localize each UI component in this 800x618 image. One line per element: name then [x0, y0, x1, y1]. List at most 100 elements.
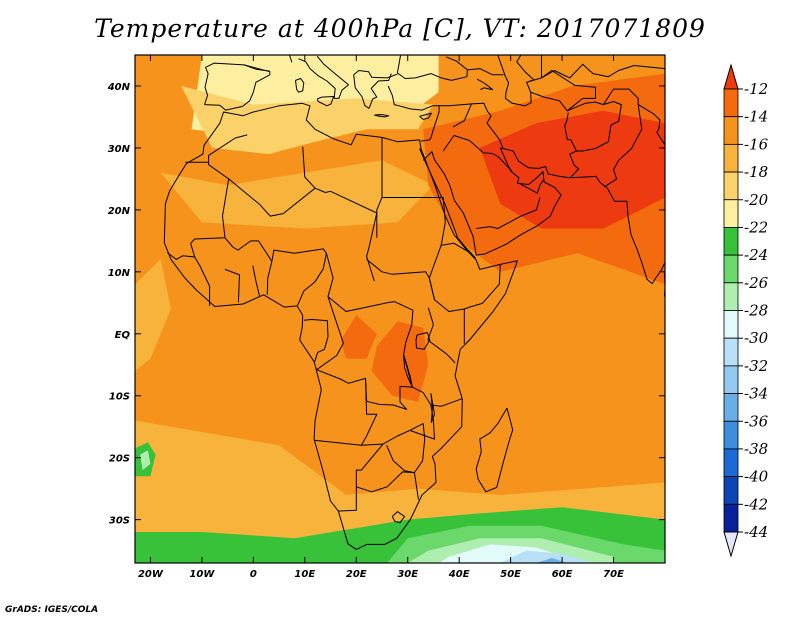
colorbar-box	[723, 227, 739, 256]
turkey-coastline	[387, 85, 440, 112]
colorbar-box	[723, 171, 739, 201]
border-balkans	[353, 70, 398, 79]
border-drc-east	[316, 310, 414, 410]
border-georgia-armenia	[476, 78, 494, 91]
border-turkmenistan	[526, 70, 596, 112]
red-sea-africa-shore	[419, 148, 476, 259]
colorbar-label: -42	[744, 495, 768, 513]
border-cameroon-car	[325, 253, 337, 321]
colorbar-box	[723, 282, 739, 311]
crete-coastline	[374, 114, 390, 118]
map-frame	[134, 54, 666, 564]
colorbar-label: -12	[744, 80, 768, 98]
caspian-coastline	[497, 55, 535, 107]
colorbar-label: -28	[744, 302, 768, 320]
lake-malawi-shore	[430, 393, 435, 423]
border-iraq-region	[452, 102, 504, 149]
colorbar-label: -18	[744, 163, 768, 181]
colorbar-label: -20	[744, 191, 769, 209]
colorbar-box	[723, 116, 739, 145]
colorbar-upper-triangle	[723, 63, 739, 90]
border-iran-afghanistan	[564, 112, 580, 179]
black-sea-coastline	[396, 55, 468, 81]
lon-tick-label: 20W	[138, 569, 164, 580]
lon-tick-label: 40E	[448, 569, 470, 580]
border-mauritania-mali	[190, 164, 230, 244]
border-south-africa	[356, 471, 419, 500]
sardinia-coastline	[295, 78, 305, 93]
border-syria-turkey	[439, 103, 472, 107]
colorbar-label: -16	[744, 135, 769, 153]
colorbar-label: -30	[744, 329, 769, 347]
border-niger-nigeria	[271, 248, 327, 262]
colorbar-label: -32	[744, 357, 768, 375]
colorbar-label: -24	[744, 246, 768, 264]
border-ethiopia	[428, 197, 501, 312]
field-region-south-atlantic-pale	[140, 450, 151, 471]
colorbar-box	[723, 254, 739, 284]
colorbar-label: -44	[744, 523, 768, 541]
lat-tick-label: 10S	[109, 392, 130, 403]
colorbar-label: -36	[744, 412, 769, 430]
border-pakistan-india	[604, 104, 643, 188]
border-car-south	[327, 296, 414, 312]
iran-coastline	[500, 147, 665, 285]
iberia-coastline	[204, 62, 271, 111]
border-caucasus	[467, 68, 504, 76]
lon-tick-label: 50E	[500, 569, 521, 580]
border-zambia-zimbabwe	[382, 423, 426, 474]
colorbar-box	[723, 420, 739, 450]
greece-coastline	[353, 73, 392, 109]
lat-tick-label: 20S	[109, 454, 130, 465]
lat-tick-label: 20N	[108, 206, 131, 217]
colorbar-lower-triangle	[723, 531, 739, 558]
levant-coastline	[421, 111, 440, 142]
lon-tick-label: 30E	[397, 569, 418, 580]
map-title: Temperature at 400hPa [C], VT: 201707180…	[94, 14, 706, 43]
field-region-lakes-hot	[371, 321, 429, 402]
political-boundaries-layer	[163, 55, 665, 550]
colorbar-label: -34	[744, 385, 768, 403]
field-region-southern-deepblue	[536, 558, 568, 563]
colorbar-box	[723, 199, 739, 228]
latitude-axis: 40N 30N 20N 10N EQ 10S 20S 30S	[107, 82, 665, 527]
colorbar-box	[723, 88, 739, 118]
border-chad-east	[330, 190, 378, 282]
border-india-china	[637, 104, 665, 146]
field-region-asia-very-hot	[479, 110, 665, 229]
lon-tick-label: 60E	[552, 569, 573, 580]
border-benin-nigeria	[266, 261, 273, 295]
lat-tick-label: 10N	[108, 268, 131, 279]
colorbar-box	[723, 476, 739, 505]
colorbar-label: -38	[744, 440, 768, 458]
colorbar-box	[723, 337, 739, 367]
sicily-coastline	[316, 96, 335, 107]
field-region-congo-hot	[340, 315, 377, 359]
border-uganda-kenya-tanzania	[427, 307, 456, 364]
border-namibia-botswana	[338, 443, 384, 512]
field-region-west-atlantic-cool	[135, 259, 171, 371]
border-angola-zambia-namibia	[314, 378, 378, 446]
lon-tick-label: 10E	[294, 569, 315, 580]
border-lesotho	[391, 511, 406, 524]
longitude-axis: 20W 10W 0 10E 20E 30E 40E 50E 60E 70E	[138, 55, 624, 580]
field-region-sahara-warm	[160, 160, 434, 229]
colorbar-label: -40	[744, 468, 769, 486]
lon-tick-label: 70E	[603, 569, 624, 580]
lat-tick-label: 30N	[108, 144, 131, 155]
lon-tick-label: 0	[250, 569, 257, 580]
border-uzbek-kazakh	[541, 55, 665, 79]
border-west-africa-2	[194, 256, 211, 306]
colorbar-box	[723, 393, 739, 422]
border-afghanistan-pakistan	[567, 101, 622, 152]
border-ethiopia-eritrea	[441, 242, 469, 252]
colorbar-label: -22	[744, 218, 768, 236]
cyprus-coastline	[419, 112, 432, 120]
lat-tick-label: 40N	[107, 82, 131, 93]
colorbar-label: -26	[744, 274, 769, 292]
field-region-north-africa-cool	[181, 86, 434, 155]
lat-tick-label: 30S	[109, 516, 130, 527]
colorbar-box	[723, 310, 739, 339]
border-drc-congo	[316, 320, 344, 371]
border-france-italy	[288, 55, 293, 63]
